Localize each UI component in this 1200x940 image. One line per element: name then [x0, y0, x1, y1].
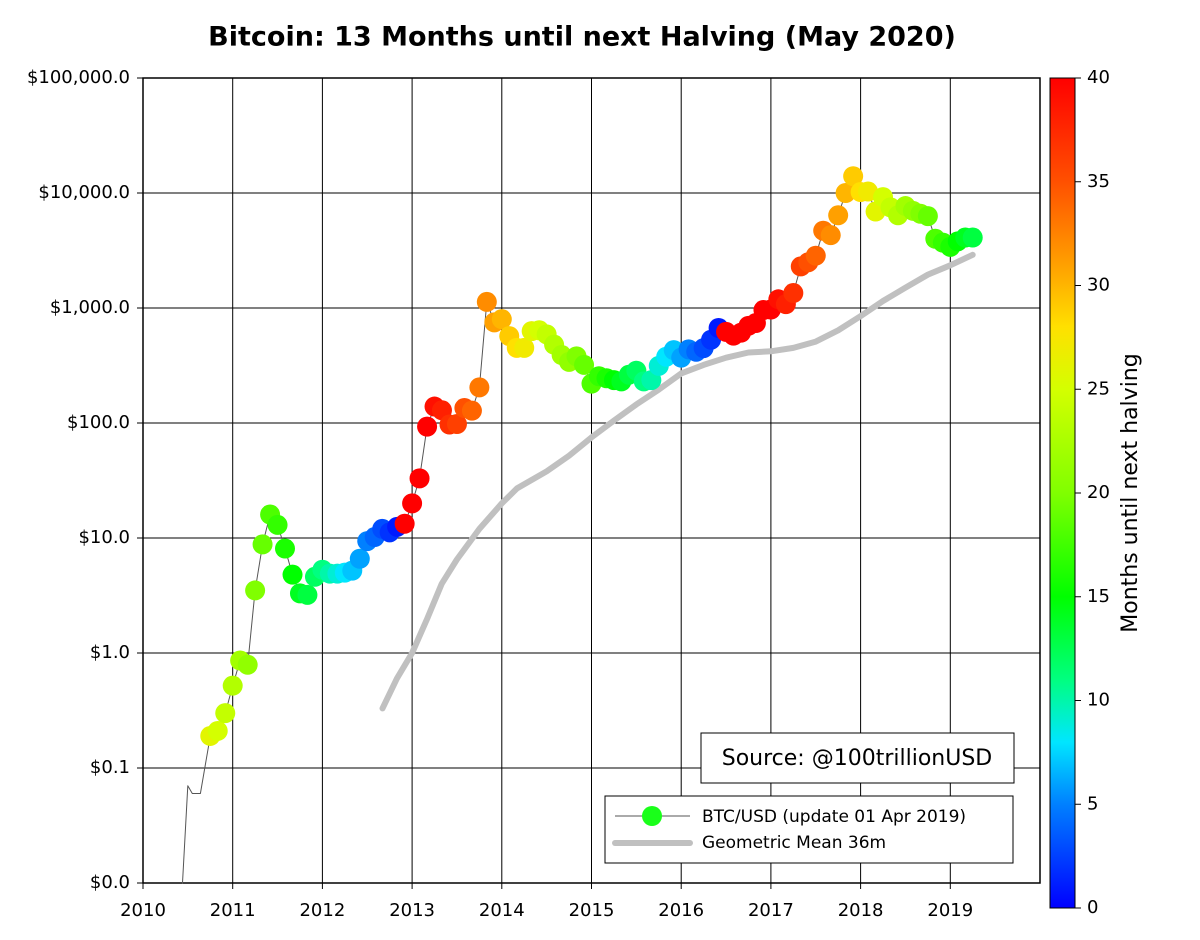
y-tick-label: $10.0 [78, 527, 130, 548]
colorbar-tick-label: 15 [1087, 586, 1110, 607]
annotation: Source: @100trillionUSD [722, 746, 993, 771]
data-point [843, 166, 864, 187]
colorbar-tick-label: 35 [1087, 171, 1110, 192]
chart-title: Bitcoin: 13 Months until next Halving (M… [208, 22, 956, 53]
y-tick-label: $100.0 [67, 412, 130, 433]
data-point [446, 414, 467, 435]
data-point [476, 291, 497, 312]
x-tick-label: 2011 [210, 900, 256, 921]
x-tick-label: 2018 [838, 900, 884, 921]
plot-frame [142, 77, 1041, 884]
data-point [402, 493, 423, 514]
colorbar-label: Months until next halving [1118, 353, 1143, 632]
data-point [469, 377, 490, 398]
y-tick-label: $1.0 [90, 642, 130, 663]
data-point [917, 206, 938, 227]
y-tick-label: $0.1 [90, 757, 130, 778]
colorbar-tick-label: 10 [1087, 690, 1110, 711]
data-point [252, 534, 273, 555]
data-point [215, 703, 236, 724]
x-tick-label: 2014 [479, 900, 525, 921]
legend-label: Geometric Mean 36m [702, 833, 886, 853]
x-tick-label: 2019 [927, 900, 973, 921]
legend-label: BTC/USD (update 01 Apr 2019) [702, 807, 966, 827]
legend-marker [642, 806, 662, 826]
data-point [245, 580, 266, 601]
data-point [962, 227, 983, 248]
data-point [394, 513, 415, 534]
colorbar-tick-label: 30 [1087, 275, 1110, 296]
data-point [574, 354, 595, 375]
y-tick-label: $0.0 [90, 872, 130, 893]
data-point [274, 538, 295, 559]
data-point [222, 675, 243, 696]
x-tick-label: 2010 [120, 900, 166, 921]
data-point [297, 584, 318, 605]
annotation-box [700, 732, 1015, 784]
x-tick-label: 2016 [658, 900, 704, 921]
colorbar-tick-label: 25 [1087, 378, 1110, 399]
x-tick-label: 2015 [569, 900, 615, 921]
colorbar-tick-label: 0 [1087, 897, 1098, 918]
data-point [835, 183, 856, 203]
series-line [379, 251, 976, 712]
data-point [783, 283, 804, 304]
x-tick-label: 2012 [299, 900, 345, 921]
data-point [267, 514, 288, 535]
legend-box [604, 795, 1014, 864]
data-point [461, 400, 482, 421]
colorbar-tick-label: 40 [1087, 67, 1110, 88]
data-point [417, 416, 438, 437]
data-point [820, 225, 841, 246]
data-point [491, 309, 512, 330]
data-point [805, 245, 826, 266]
y-tick-label: $100,000.0 [27, 67, 130, 88]
x-tick-label: 2017 [748, 900, 794, 921]
data-point [828, 205, 849, 226]
data-point [237, 654, 258, 675]
y-tick-label: $10,000.0 [38, 182, 130, 203]
colorbar-tick-label: 20 [1087, 482, 1110, 503]
y-tick-label: $1,000.0 [50, 297, 130, 318]
data-point [858, 181, 879, 202]
data-point [282, 564, 303, 585]
colorbar [1049, 77, 1076, 909]
data-point [409, 468, 430, 489]
data-point [514, 337, 535, 358]
data-point [349, 548, 370, 569]
x-tick-label: 2013 [389, 900, 435, 921]
data-point [207, 720, 228, 741]
colorbar-tick-label: 5 [1087, 793, 1098, 814]
